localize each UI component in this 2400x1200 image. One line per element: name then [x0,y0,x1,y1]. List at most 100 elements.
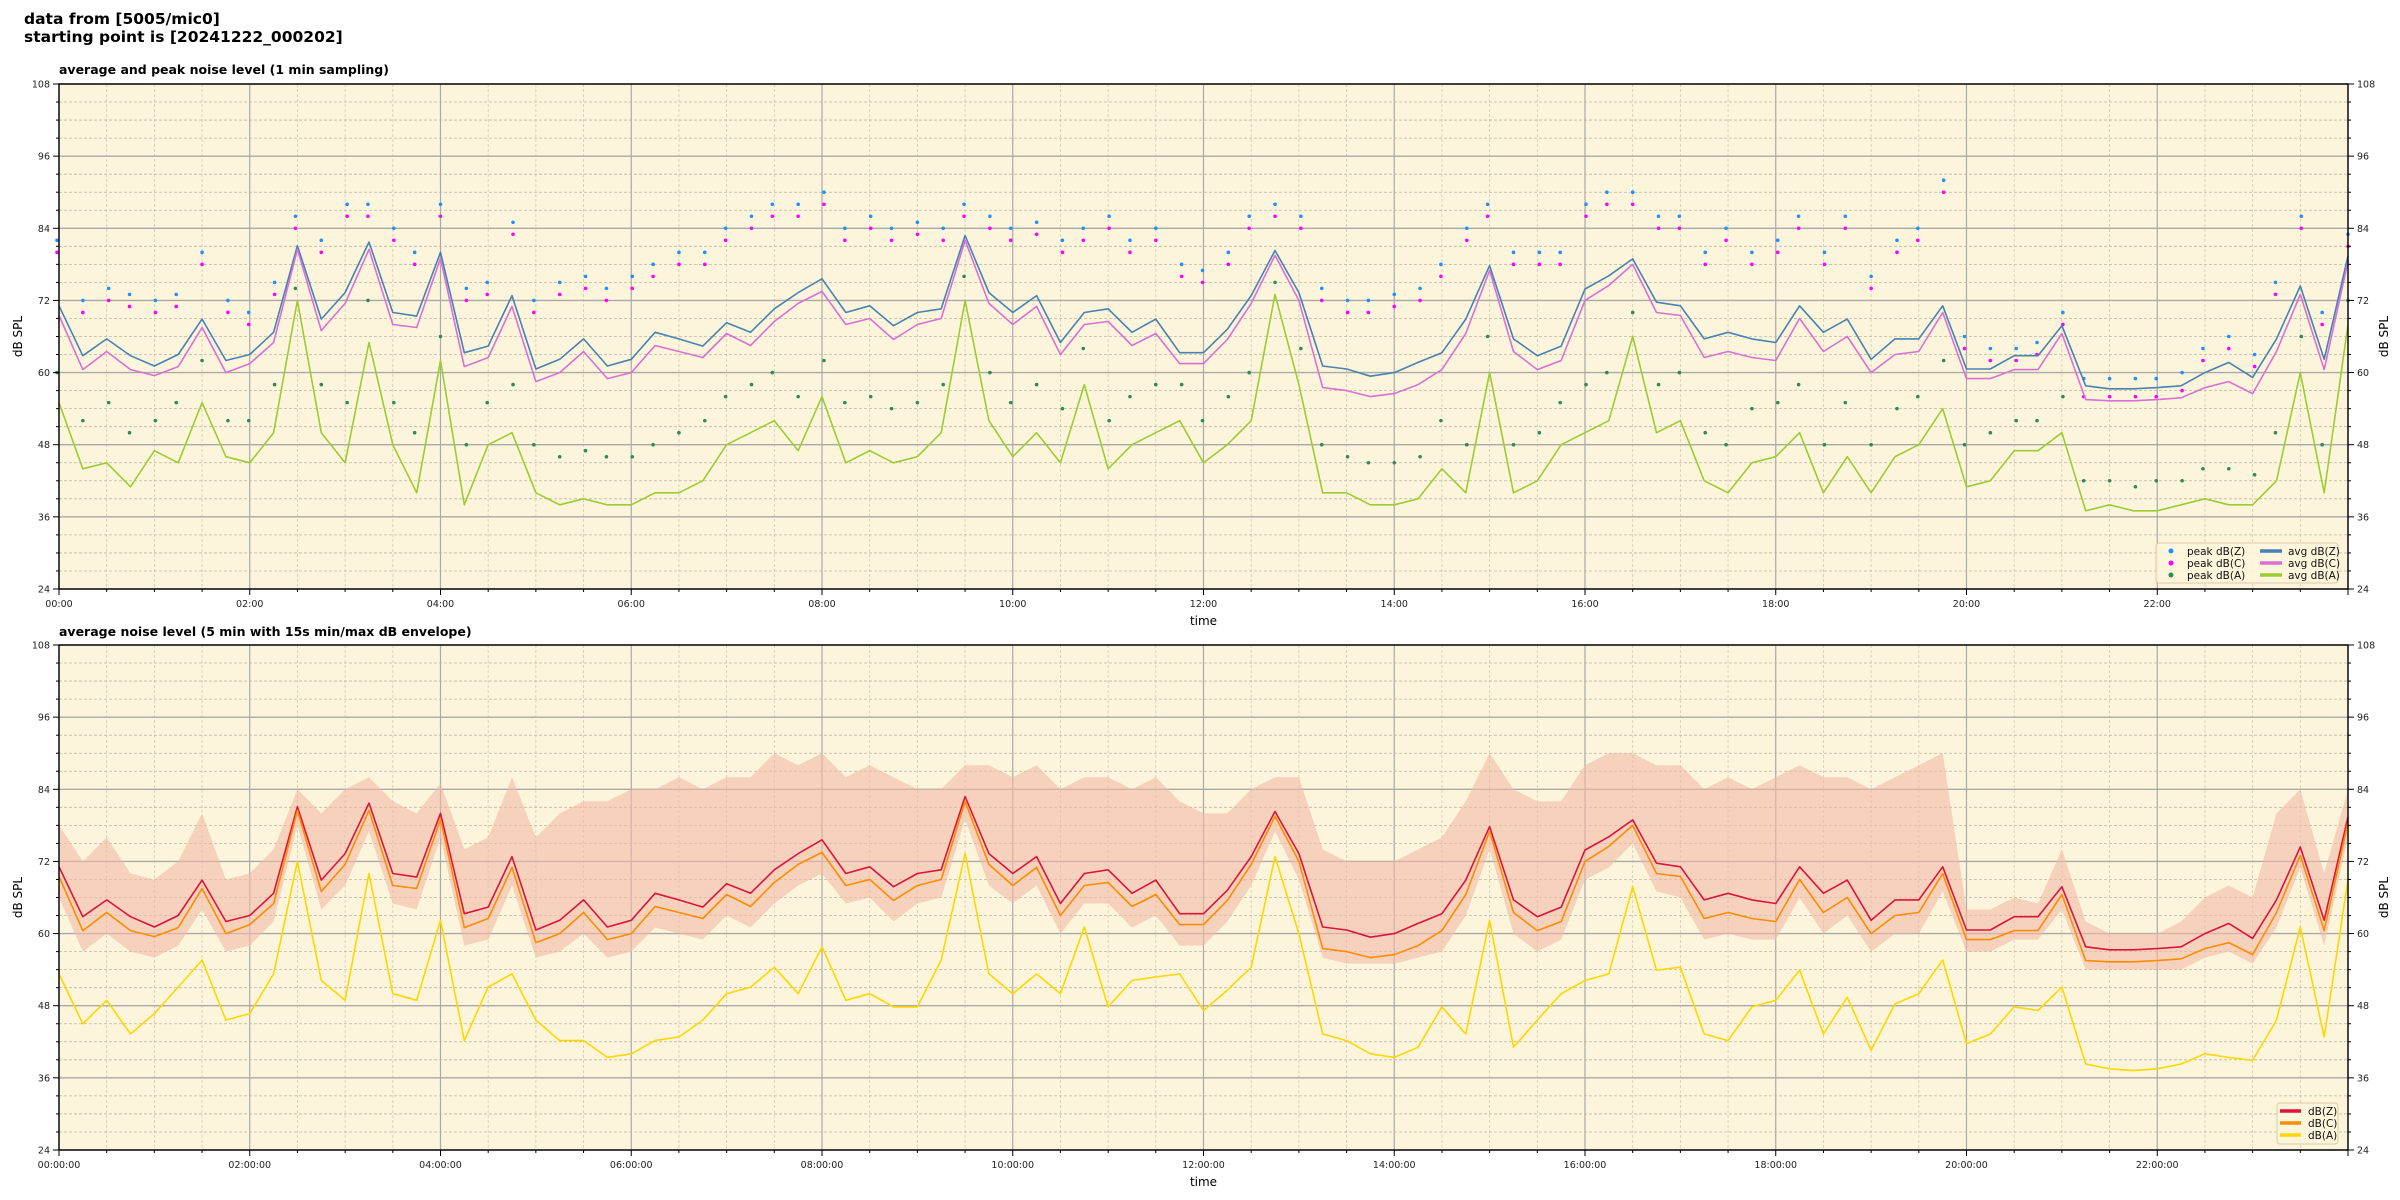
peak-point [412,250,417,255]
peak-point [2252,352,2257,357]
peak-point [1107,418,1111,423]
peak-point [988,226,992,231]
x-tick-label: 14:00 [1381,599,1408,610]
peak-point [1843,214,1848,219]
peak-point [651,442,655,447]
peak-point [1345,310,1350,315]
peak-point [1107,214,1111,219]
peak-point [630,286,635,291]
peak-point [1656,214,1661,219]
x-tick-label: 18:00 [1762,599,1789,610]
peak-point [1962,334,1967,339]
peak-point [1630,190,1635,195]
peak-point [511,232,515,237]
legend-label: avg dB(C) [2288,558,2340,570]
peak-point [127,430,132,435]
scatter-peak-db-c- [55,190,2350,399]
peak-point [532,442,536,447]
peak-point [2133,376,2138,381]
peak-point [1247,226,1251,231]
peak-point [604,286,609,291]
peak-point [915,400,920,405]
peak-point [723,226,728,231]
peak-point [1703,430,1708,435]
y-tick-label-right: 84 [2357,785,2369,796]
peak-point [583,448,588,453]
peak-point [55,250,59,255]
legend-label: dB(C) [2308,1118,2337,1130]
x-tick-label: 22:00:00 [2136,1160,2179,1171]
x-tick-label: 16:00:00 [1564,1160,1607,1171]
peak-point [1154,382,1158,387]
peak-point [485,400,489,405]
peak-point [651,262,655,267]
legend-label: dB(Z) [2308,1106,2337,1118]
peak-point [1605,202,1609,207]
peak-point [511,220,515,225]
peak-point [1060,406,1065,411]
y-tick-label-right: 24 [2357,585,2369,596]
peak-point [1895,250,1899,255]
min-max-envelope-band [59,753,2348,970]
y-tick-label-left: 84 [38,785,50,796]
peak-point [438,202,443,207]
peak-point [1128,238,1132,243]
y-tick-label-right: 60 [2357,929,2369,940]
series-line-avg-db-z- [58,234,2349,390]
data-source-label: data from [5005/mic0] [24,10,220,28]
peak-point [1724,238,1728,243]
y-tick-label-right: 96 [2357,713,2369,724]
peak-point [889,406,894,411]
scatter-peak-db-a- [55,274,2350,489]
peak-point [1775,400,1780,405]
y-tick-label-left: 72 [38,296,50,307]
y-tick-label-right: 36 [2357,1073,2369,1084]
peak-point [1584,214,1588,219]
y-tick-label-left: 96 [38,152,50,163]
peak-point [723,238,728,243]
peak-point [2226,334,2231,339]
peak-point [1060,238,1065,243]
peak-point [1418,298,1422,303]
peak-point [1869,274,1873,279]
peak-point [293,286,298,291]
x-tick-label: 10:00:00 [991,1160,1034,1171]
peak-point [2273,292,2278,297]
y-axis-label-right: dB SPL [2377,316,2391,358]
peak-point [2299,226,2304,231]
peak-point [1677,226,1682,231]
peak-point [770,214,775,219]
peak-point [2107,376,2112,381]
peak-point [1558,262,1562,267]
peak-point [127,304,132,309]
peak-point [941,382,946,387]
y-tick-label-right: 48 [2357,440,2369,451]
peak-point [1511,442,1516,447]
peak-point [1558,400,1562,405]
peak-point [2299,214,2304,219]
chart-title: average noise level (5 min with 15s min/… [59,624,472,639]
y-tick-label-left: 24 [38,1146,50,1157]
legend-label: peak dB(A) [2187,570,2245,582]
peak-point [1750,262,1754,267]
peak-point [723,394,728,399]
peak-point [1128,250,1132,255]
chart-average-peak-noise: average and peak noise level (1 min samp… [11,62,2391,628]
peak-point [153,298,158,303]
peak-point [1724,442,1728,447]
peak-point [319,250,324,255]
peak-point [293,214,298,219]
peak-point [1703,250,1708,255]
peak-point [1392,460,1397,465]
peak-point [2273,430,2278,435]
peak-point [1941,358,1946,363]
peak-point [1750,406,1754,411]
peak-point [1439,274,1443,279]
peak-point [2252,364,2257,369]
peak-point [2081,478,2086,483]
x-tick-label: 06:00 [618,599,645,610]
peak-point [1558,250,1562,255]
peak-point [557,280,562,285]
peak-point [749,382,754,387]
peak-point [2252,472,2257,477]
